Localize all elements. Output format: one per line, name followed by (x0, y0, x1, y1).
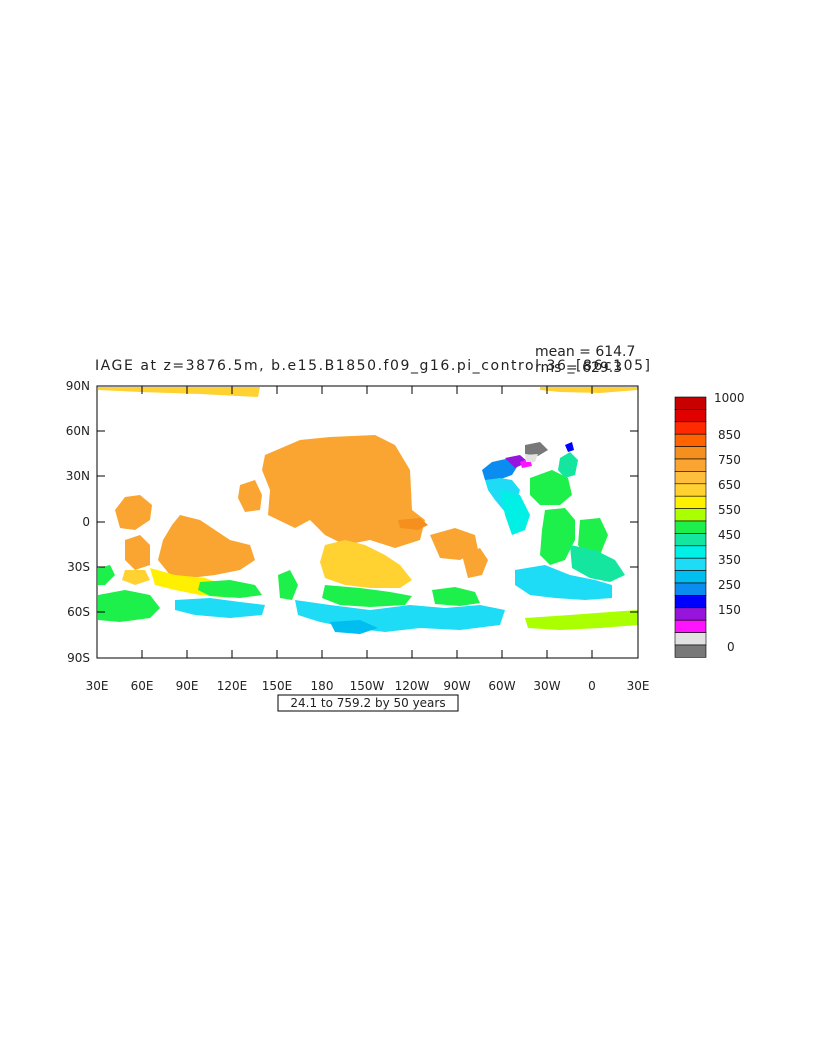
lon-label-30e: 30E (86, 679, 109, 693)
mean-stat: mean = 614.7 (535, 344, 635, 360)
field-east-atlantic-green (578, 518, 608, 558)
field-south-indian-west-green (98, 565, 115, 585)
field-arabian (115, 495, 152, 530)
lon-label-150w: 150W (350, 679, 385, 693)
latitude-axis: 90N 60N 30N 0 30S 60S 90S (66, 379, 638, 665)
field-central-pacific-dark (398, 518, 428, 530)
colorbar-swatch (674, 582, 707, 596)
ocean-field (98, 387, 638, 634)
field-so-blue-spot (330, 620, 378, 634)
colorbar-label-1000: 1000 (714, 391, 745, 405)
colorbar-swatch (674, 508, 707, 522)
field-north-pacific (262, 435, 425, 548)
field-na-teal (558, 452, 578, 478)
colorbar-swatch (674, 545, 707, 559)
longitude-axis: 30E 60E 90E 120E 150E 180 150W 120W 90W … (86, 386, 650, 693)
rms-stat: rms = 629.3 (535, 360, 622, 376)
colorbar-swatch (674, 520, 707, 534)
field-blue-spot-atlantic (565, 442, 574, 452)
lon-label-180: 180 (311, 679, 334, 693)
colorbar-swatch (674, 495, 707, 509)
colorbar-swatch (674, 557, 707, 571)
field-sa-mid-teal (570, 545, 625, 582)
field-na-purple (505, 455, 528, 468)
colorbar-label-250: 250 (718, 578, 741, 592)
colorbar-label-0: 0 (727, 640, 735, 654)
colorbar-label-850: 850 (718, 428, 741, 442)
lon-label-120e: 120E (217, 679, 248, 693)
time-range-box (277, 694, 459, 712)
colorbar-labels: 1000 850 750 650 550 450 350 250 150 0 (714, 391, 745, 654)
colorbar-swatch (674, 433, 707, 447)
field-sa-yellow (122, 570, 150, 585)
colorbar-swatch (674, 483, 707, 497)
field-southern-pacific-green (322, 585, 412, 607)
colorbar-swatch (674, 533, 707, 547)
lon-label-30w: 30W (533, 679, 560, 693)
colorbar-swatch (674, 644, 707, 658)
field-equatorial-atlantic-green (540, 508, 575, 565)
lon-label-90w: 90W (443, 679, 470, 693)
field-na-lightgrey (525, 454, 538, 462)
lat-label-90n: 90N (66, 379, 90, 393)
field-indian-east (158, 515, 255, 578)
colorbar-swatch (674, 446, 707, 460)
time-range-text: 24.1 to 759.2 by 50 years (290, 696, 445, 710)
colorbar-swatch (674, 396, 707, 410)
colorbar-swatch (674, 619, 707, 633)
field-na-grey (525, 442, 548, 456)
field-nw-pacific-blob (238, 480, 262, 512)
colorbar-label-650: 650 (718, 478, 741, 492)
colorbar (674, 396, 707, 658)
colorbar-label-750: 750 (718, 453, 741, 467)
colorbar-swatch (674, 570, 707, 584)
lon-label-60e: 60E (131, 679, 154, 693)
colorbar-swatch (674, 471, 707, 485)
field-sa-cyan (515, 565, 612, 600)
colorbar-swatch (674, 458, 707, 472)
plot-title: IAGE at z=3876.5m, b.e15.B1850.f09_g16.p… (95, 358, 650, 374)
field-sa-south-green (525, 610, 638, 630)
lon-label-0: 0 (588, 679, 596, 693)
lat-label-60s: 60S (67, 605, 90, 619)
lat-label-90s: 90S (67, 651, 90, 665)
field-sa-east-cyan (500, 490, 530, 535)
colorbar-swatch (674, 632, 707, 646)
lon-label-30e-east: 30E (627, 679, 650, 693)
field-southern-indian-green (198, 580, 262, 598)
colorbar-label-350: 350 (718, 553, 741, 567)
colorbar-swatch (674, 409, 707, 423)
field-east-south-pacific-green (432, 587, 480, 606)
lat-label-30n: 30N (66, 469, 90, 483)
colorbar-label-450: 450 (718, 528, 741, 542)
field-west-indian (125, 535, 150, 570)
lon-label-120w: 120W (395, 679, 430, 693)
field-so-cyan-west (175, 598, 265, 618)
lat-label-30s: 30S (67, 560, 90, 574)
field-sw-pacific-yellow (320, 540, 412, 588)
lon-label-60w: 60W (488, 679, 515, 693)
lon-label-90e: 90E (176, 679, 199, 693)
colorbar-label-150: 150 (718, 603, 741, 617)
lon-label-150e: 150E (262, 679, 293, 693)
field-south-pacific-east (430, 528, 478, 560)
colorbar-swatch (674, 607, 707, 621)
field-south-atlantic-green (98, 590, 160, 622)
lat-label-0: 0 (82, 515, 90, 529)
field-arctic-west (98, 387, 260, 397)
field-south-pacific-east2 (462, 548, 488, 578)
colorbar-swatch (674, 595, 707, 609)
colorbar-swatch (674, 421, 707, 435)
field-na-green (530, 470, 572, 505)
lat-label-60n: 60N (66, 424, 90, 438)
colorbar-label-550: 550 (718, 503, 741, 517)
field-arctic-east (540, 387, 638, 393)
field-sm-green (278, 570, 298, 600)
